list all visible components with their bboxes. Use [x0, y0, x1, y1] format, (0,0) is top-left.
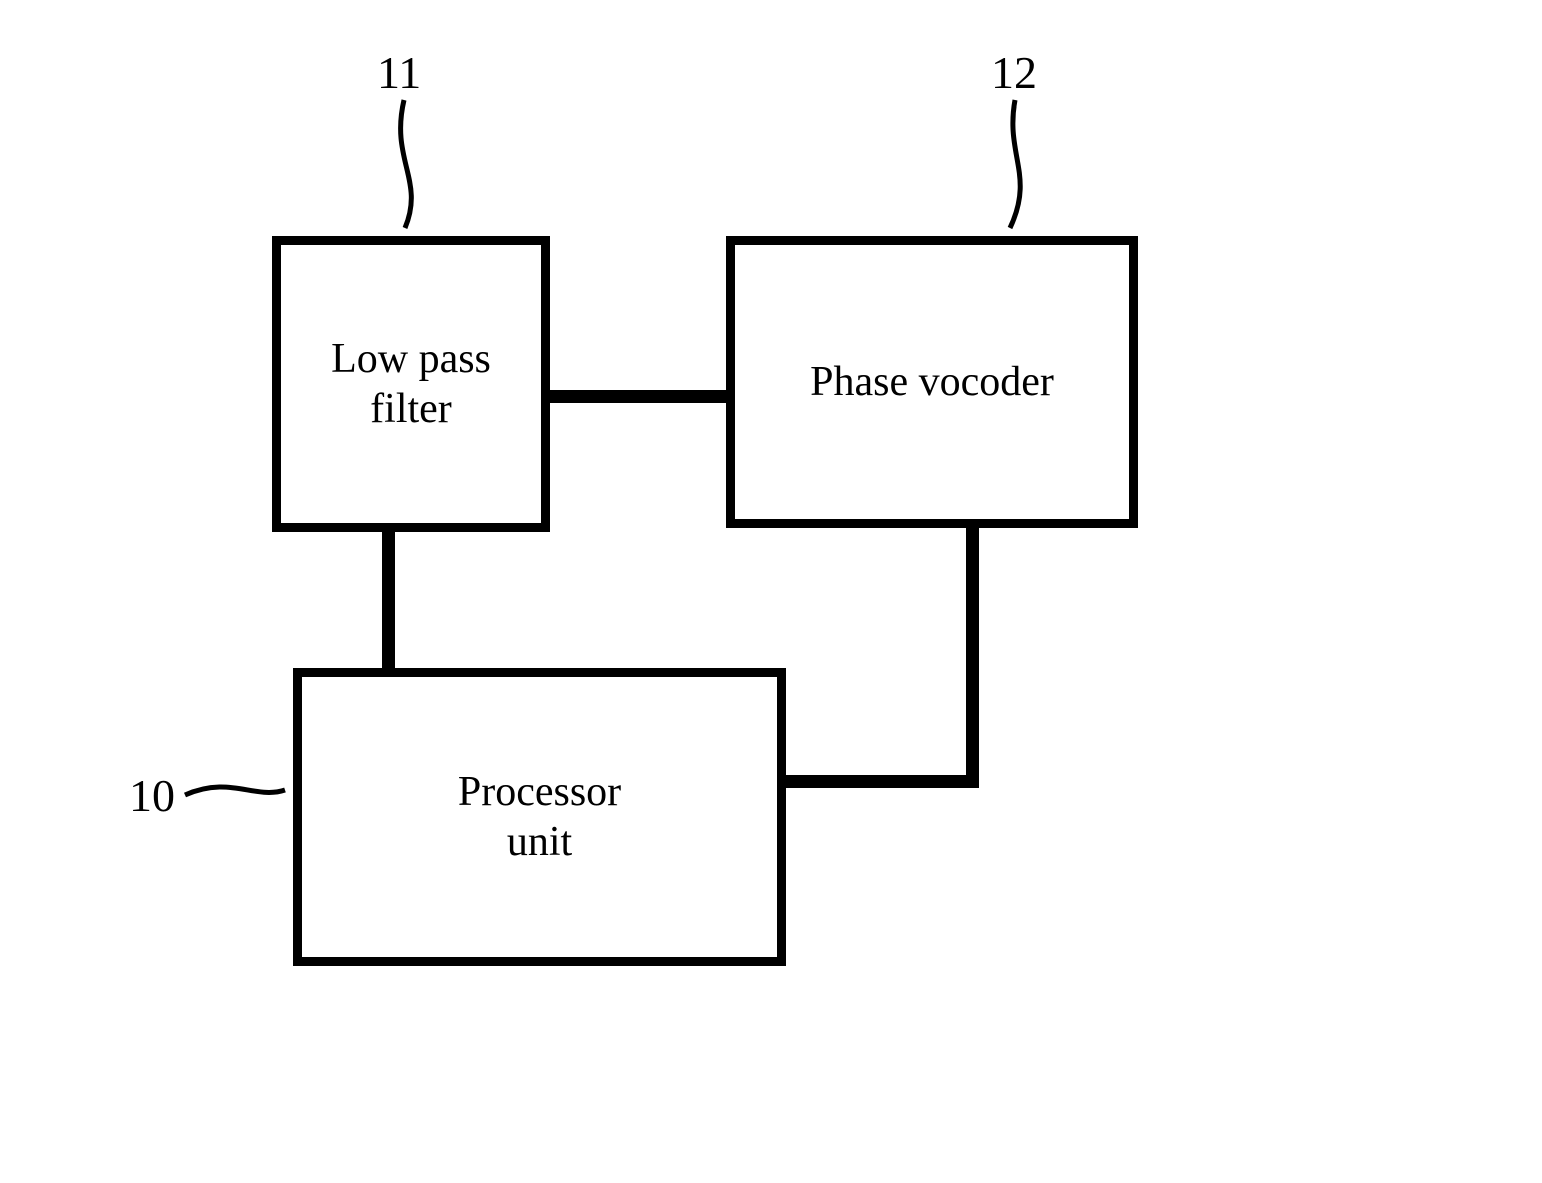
lead-line-10 [0, 0, 1542, 1183]
block-low-pass-filter: Low pass filter [272, 236, 550, 532]
block-label-phase-vocoder: Phase vocoder [810, 357, 1054, 407]
block-phase-vocoder: Phase vocoder [726, 236, 1138, 528]
connector-vocoder-to-processor-vertical [966, 528, 979, 788]
block-label-processor-unit: Processor unit [458, 767, 621, 868]
connector-vocoder-to-processor-horizontal [786, 775, 979, 788]
connector-lowpass-to-processor [382, 532, 395, 668]
connector-lowpass-to-vocoder [550, 390, 726, 403]
block-diagram: 11 12 10 Low pass filter Phase vocoder P… [0, 0, 1542, 1183]
block-processor-unit: Processor unit [293, 668, 786, 966]
block-label-low-pass-filter: Low pass filter [331, 334, 491, 435]
